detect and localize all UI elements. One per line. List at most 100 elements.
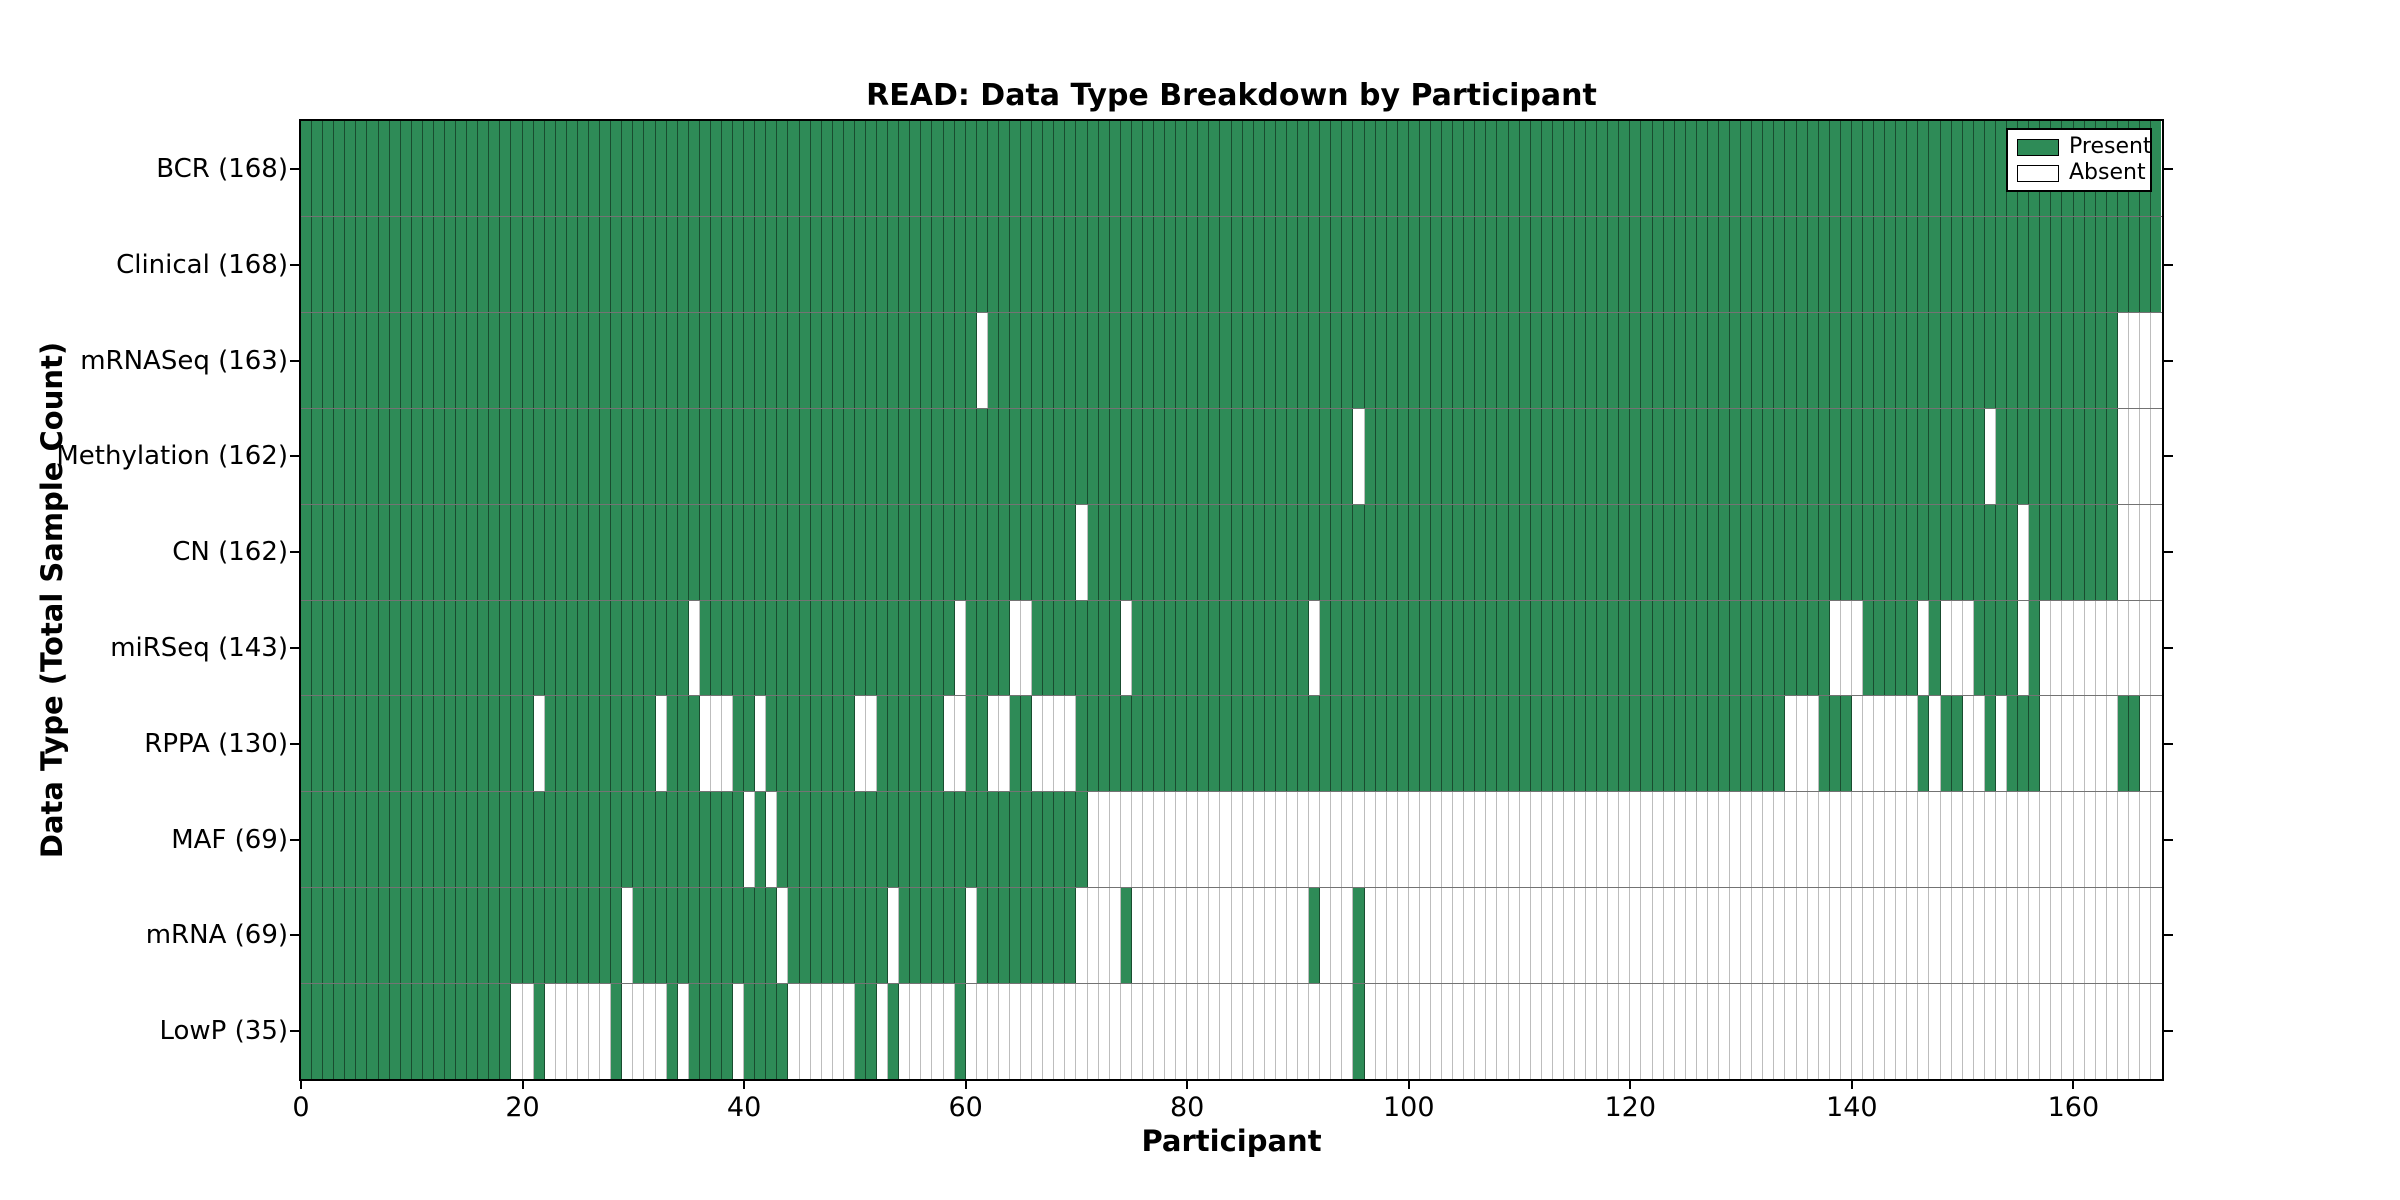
- matrix-cell: [1275, 504, 1287, 600]
- matrix-cell: [1541, 408, 1553, 504]
- matrix-cell: [1508, 504, 1520, 600]
- matrix-cell: [2062, 312, 2074, 408]
- matrix-cell: [323, 792, 335, 888]
- matrix-cell: [2084, 792, 2096, 888]
- matrix-cell: [1464, 888, 1476, 984]
- matrix-cell: [777, 408, 789, 504]
- matrix-cell: [821, 312, 833, 408]
- matrix-cell: [411, 984, 423, 1080]
- matrix-cell: [1010, 888, 1022, 984]
- matrix-cell: [478, 696, 490, 792]
- matrix-cell: [1597, 600, 1609, 696]
- matrix-cell: [1176, 600, 1188, 696]
- matrix-cell: [2040, 888, 2052, 984]
- matrix-cell: [1087, 121, 1099, 216]
- matrix-cell: [1331, 312, 1343, 408]
- y-tick: [290, 934, 299, 937]
- matrix-cell: [1630, 408, 1642, 504]
- matrix-cell: [1984, 216, 1996, 312]
- matrix-cell: [577, 984, 590, 1080]
- matrix-cell: [1375, 600, 1387, 696]
- matrix-cell: [1685, 121, 1697, 216]
- matrix-cell: [1187, 792, 1199, 888]
- matrix-cell: [1176, 408, 1188, 504]
- matrix-cell: [533, 504, 545, 600]
- matrix-cell: [1364, 696, 1376, 792]
- matrix-cell: [622, 888, 634, 984]
- matrix-cell: [1120, 216, 1132, 312]
- matrix-cell: [1154, 696, 1166, 792]
- matrix-cell: [1940, 216, 1952, 312]
- matrix-cell: [411, 121, 423, 216]
- matrix-cell: [356, 216, 368, 312]
- matrix-cell: [600, 408, 612, 504]
- matrix-cell: [832, 504, 844, 600]
- matrix-cell: [1995, 216, 2008, 312]
- matrix-cell: [544, 984, 556, 1080]
- matrix-cell: [744, 600, 756, 696]
- matrix-cell: [1065, 408, 1077, 504]
- matrix-cell: [1231, 312, 1243, 408]
- x-tick: [964, 1081, 967, 1089]
- matrix-cell: [611, 888, 623, 984]
- matrix-cell: [832, 696, 844, 792]
- matrix-cell: [1298, 888, 1310, 984]
- matrix-cell: [511, 888, 523, 984]
- matrix-cell: [877, 216, 889, 312]
- matrix-cell: [699, 408, 711, 504]
- matrix-cell: [777, 600, 789, 696]
- matrix-cell: [2117, 792, 2129, 888]
- matrix-cell: [2106, 312, 2118, 408]
- matrix-cell: [777, 696, 789, 792]
- matrix-cell: [1774, 312, 1786, 408]
- matrix-cell: [445, 600, 457, 696]
- matrix-cell: [788, 696, 800, 792]
- matrix-cell: [721, 312, 734, 408]
- matrix-cell: [411, 600, 423, 696]
- matrix-cell: [721, 696, 734, 792]
- matrix-cell: [467, 888, 479, 984]
- matrix-cell: [1641, 792, 1653, 888]
- matrix-cell: [1995, 312, 2008, 408]
- matrix-cell: [1475, 696, 1487, 792]
- matrix-cell: [533, 408, 545, 504]
- matrix-cell: [755, 216, 767, 312]
- matrix-cell: [865, 792, 878, 888]
- matrix-cell: [301, 792, 313, 888]
- matrix-cell: [777, 312, 789, 408]
- matrix-cell: [1076, 121, 1088, 216]
- matrix-cell: [2018, 408, 2030, 504]
- matrix-cell: [356, 696, 368, 792]
- matrix-cell: [1353, 504, 1365, 600]
- matrix-cell: [854, 984, 866, 1080]
- matrix-cell: [1353, 600, 1365, 696]
- matrix-cell: [1962, 312, 1974, 408]
- matrix-cell: [1120, 984, 1132, 1080]
- matrix-cell: [1176, 216, 1188, 312]
- matrix-cell: [1120, 121, 1132, 216]
- matrix-cell: [1563, 984, 1575, 1080]
- matrix-cell: [577, 696, 590, 792]
- matrix-cell: [1530, 792, 1542, 888]
- matrix-cell: [1597, 792, 1609, 888]
- matrix-cell: [1519, 216, 1531, 312]
- matrix-cell: [1320, 121, 1332, 216]
- matrix-cell: [1741, 312, 1753, 408]
- matrix-cell: [921, 888, 933, 984]
- matrix-cell: [1730, 408, 1742, 504]
- matrix-cell: [1696, 216, 1708, 312]
- matrix-cell: [1364, 792, 1376, 888]
- matrix-cell: [577, 408, 590, 504]
- matrix-cell: [1696, 312, 1708, 408]
- matrix-cell: [1929, 600, 1941, 696]
- matrix-cell: [1719, 121, 1731, 216]
- matrix-cell: [1719, 312, 1731, 408]
- matrix-cell: [744, 121, 756, 216]
- matrix-cell: [1087, 216, 1099, 312]
- matrix-cell: [1486, 216, 1498, 312]
- matrix-cell: [555, 792, 567, 888]
- matrix-cell: [566, 984, 578, 1080]
- matrix-cell: [910, 312, 922, 408]
- matrix-cell: [877, 888, 889, 984]
- matrix-cell: [987, 408, 999, 504]
